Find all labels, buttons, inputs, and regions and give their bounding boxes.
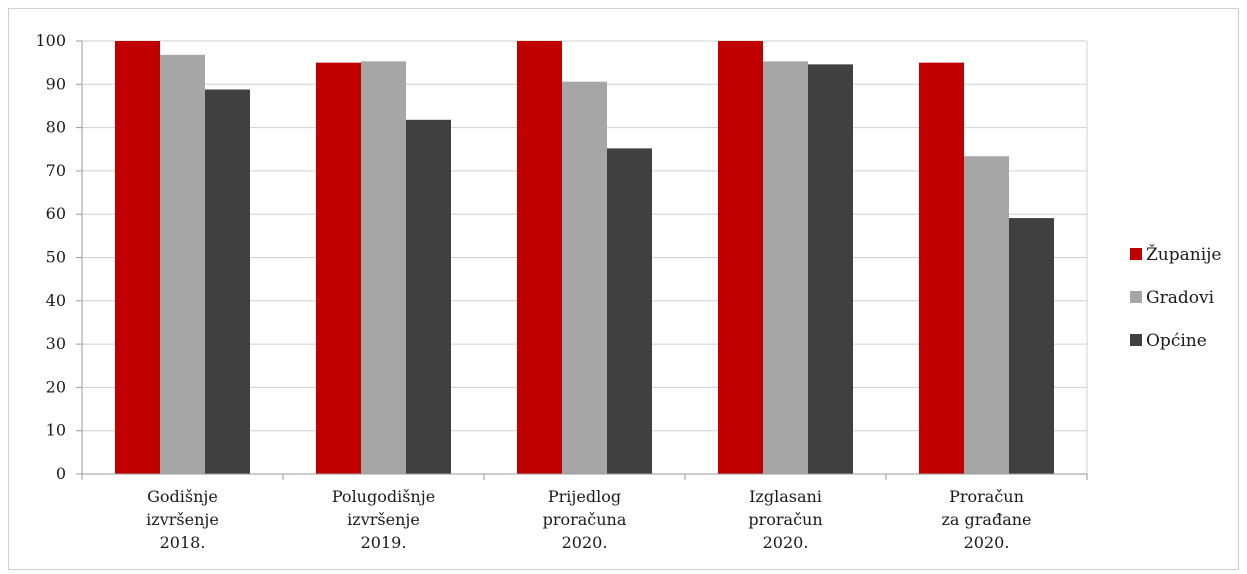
bar-gradovi: [361, 61, 406, 474]
y-tick-label: 30: [46, 334, 66, 353]
x-category-label: Prijedlog: [548, 487, 621, 506]
x-category-label: proračuna: [543, 510, 627, 529]
y-tick-label: 10: [46, 421, 66, 440]
y-axis: 0 10 20 30 40 50 60 70 80 90 100: [35, 31, 83, 483]
bar-općine: [406, 119, 451, 474]
y-tick-label: 70: [46, 161, 66, 180]
x-category-label: za građane: [941, 510, 1031, 529]
y-tick-label: 50: [46, 248, 66, 267]
x-category-label: 2018.: [160, 533, 206, 552]
x-category-label: proračun: [748, 510, 822, 529]
x-category-label: Godišnje: [147, 487, 218, 506]
x-category-label: izvršenje: [347, 510, 420, 529]
bar-županije: [919, 62, 964, 475]
bar-županije: [316, 62, 361, 475]
bar-županije: [115, 41, 160, 474]
x-category-label: 2020.: [763, 533, 809, 552]
bar-gradovi: [160, 54, 205, 475]
bars: [115, 41, 1054, 475]
bar-županije: [718, 41, 763, 474]
x-category-label: izvršenje: [146, 510, 219, 529]
x-category-label: 2020.: [562, 533, 608, 552]
legend-swatch: [1130, 334, 1142, 346]
legend-label: Županije: [1146, 244, 1222, 265]
y-tick-label: 0: [56, 464, 66, 483]
y-tick-label: 100: [35, 31, 66, 50]
y-tick-label: 80: [46, 118, 66, 137]
x-category-label: Polugodišnje: [332, 487, 435, 506]
bar-općine: [607, 148, 652, 474]
x-axis: Godišnje izvršenje 2018. Polugodišnje izvrše…: [81, 473, 1088, 552]
y-tick-label: 60: [46, 204, 66, 223]
chart-frame: [8, 8, 1239, 570]
legend-swatch: [1130, 291, 1142, 303]
legend-swatch: [1130, 248, 1142, 260]
bar-županije: [517, 41, 562, 474]
bar-gradovi: [562, 81, 607, 475]
bar-gradovi: [964, 156, 1009, 475]
bar-općine: [808, 64, 853, 474]
x-category-label: 2020.: [964, 533, 1010, 552]
y-tick-label: 90: [46, 74, 66, 93]
bar-općine: [1009, 218, 1054, 474]
bar-gradovi: [763, 61, 808, 474]
y-tick-label: 20: [46, 377, 66, 396]
legend-label: Gradovi: [1146, 288, 1215, 308]
legend-label: Općine: [1146, 331, 1207, 351]
y-tick-label: 40: [46, 291, 66, 310]
x-category-label: Izglasani: [749, 487, 822, 506]
bar-općine: [205, 89, 250, 474]
legend: Županije Gradovi Općine: [1130, 244, 1222, 351]
x-category-label: 2019.: [361, 533, 407, 552]
x-category-label: Proračun: [949, 487, 1024, 506]
